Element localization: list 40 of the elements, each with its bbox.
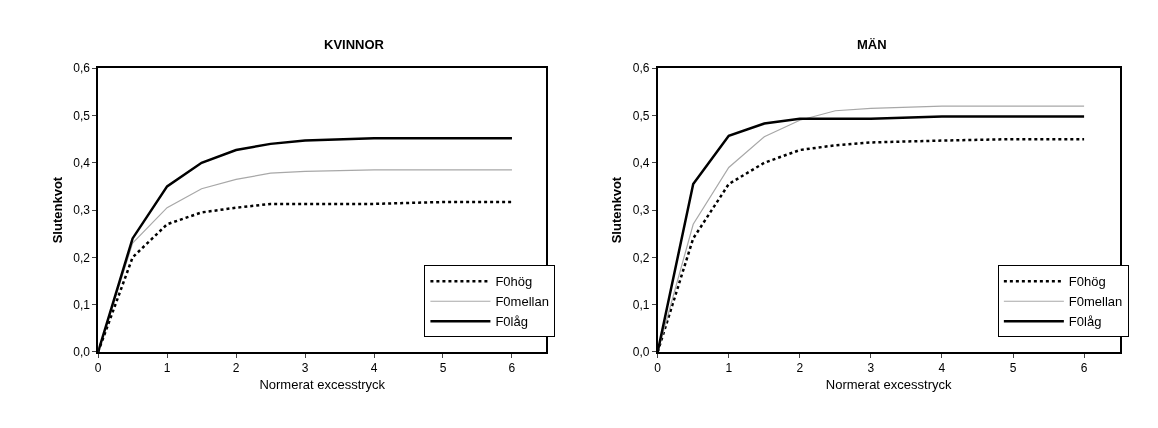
y-tick-label: 0,5 <box>632 108 650 123</box>
y-tick-label: 0,6 <box>632 61 650 76</box>
y-axis-title: Slutenkvot <box>49 176 65 244</box>
x-tick-label: 0 <box>94 361 102 376</box>
y-tick-label: 0,0 <box>632 345 650 360</box>
x-tick-label: 6 <box>1080 361 1088 376</box>
legend-label: F0hög <box>495 274 533 290</box>
legend-label: F0hög <box>1068 274 1106 290</box>
y-tick-label: 0,4 <box>632 155 650 170</box>
y-tick-label: 0,5 <box>73 108 91 123</box>
x-tick-label: 5 <box>1009 361 1017 376</box>
x-tick-label: 5 <box>439 361 447 376</box>
x-tick-label: 0 <box>654 361 662 376</box>
legend-label: F0mellan <box>495 294 549 310</box>
legend-label: F0låg <box>1068 314 1102 330</box>
y-tick-label: 0,6 <box>73 61 91 76</box>
y-tick-label: 0,2 <box>73 250 91 265</box>
x-axis-title: Normerat excesstryck <box>259 377 386 393</box>
x-tick-label: 2 <box>796 361 804 376</box>
x-tick-label: 2 <box>232 361 240 376</box>
x-tick-label: 4 <box>938 361 946 376</box>
chart-title: KVINNOR <box>324 37 385 52</box>
x-tick-label: 3 <box>867 361 875 376</box>
chart-title: MÄN <box>857 37 887 52</box>
legend-label: F0mellan <box>1068 294 1123 310</box>
x-tick-label: 3 <box>301 361 309 376</box>
y-tick-label: 0,3 <box>632 203 650 218</box>
x-tick-label: 1 <box>163 361 171 376</box>
y-tick-label: 0,3 <box>73 203 91 218</box>
y-tick-label: 0,4 <box>73 155 91 170</box>
y-tick-label: 0,0 <box>73 345 91 360</box>
y-axis-title: Slutenkvot <box>609 176 625 244</box>
x-axis-title: Normerat excesstryck <box>825 377 952 393</box>
x-tick-label: 6 <box>508 361 516 376</box>
y-tick-label: 0,1 <box>632 297 650 312</box>
y-tick-label: 0,1 <box>73 297 91 312</box>
y-tick-label: 0,2 <box>632 250 650 265</box>
x-tick-label: 1 <box>725 361 733 376</box>
x-tick-label: 4 <box>370 361 378 376</box>
legend-label: F0låg <box>495 314 528 330</box>
